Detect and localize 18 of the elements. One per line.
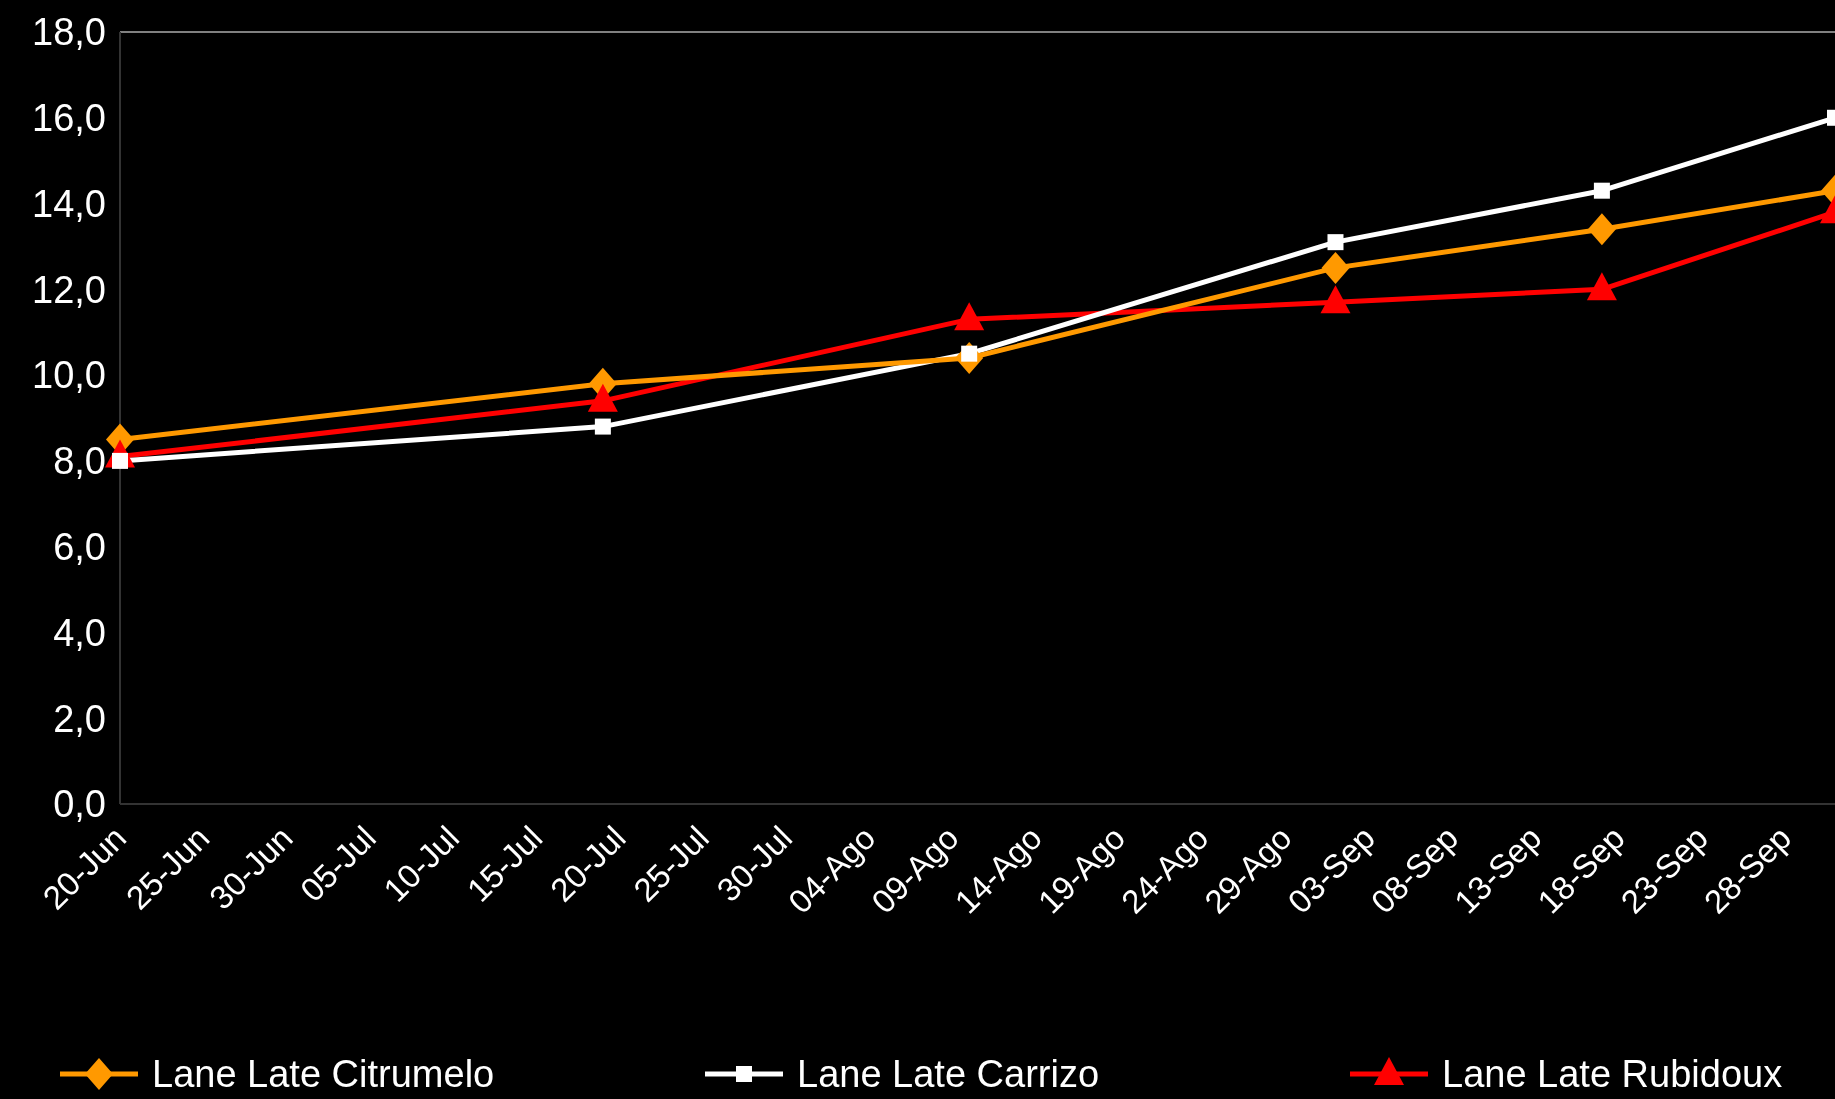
y-tick-label: 16,0 [32,97,106,140]
y-tick-label: 14,0 [32,182,106,225]
legend-label: Lane Late Citrumelo [152,1053,495,1096]
y-tick-label: 6,0 [53,525,106,568]
y-tick-label: 12,0 [32,268,106,311]
y-tick-label: 18,0 [32,11,106,54]
legend-label: Lane Late Carrizo [797,1053,1100,1096]
y-tick-label: 2,0 [53,697,106,740]
y-tick-label: 8,0 [53,440,106,483]
point [594,418,611,435]
point [1321,251,1350,284]
legend-label: Lane Late Rubidoux [1442,1053,1783,1096]
point [1587,213,1616,246]
point [1327,234,1344,251]
y-tick-label: 10,0 [32,354,106,397]
y-tick-label: 4,0 [53,611,106,654]
y-tick-label: 0,0 [53,783,106,826]
point [1593,182,1610,199]
